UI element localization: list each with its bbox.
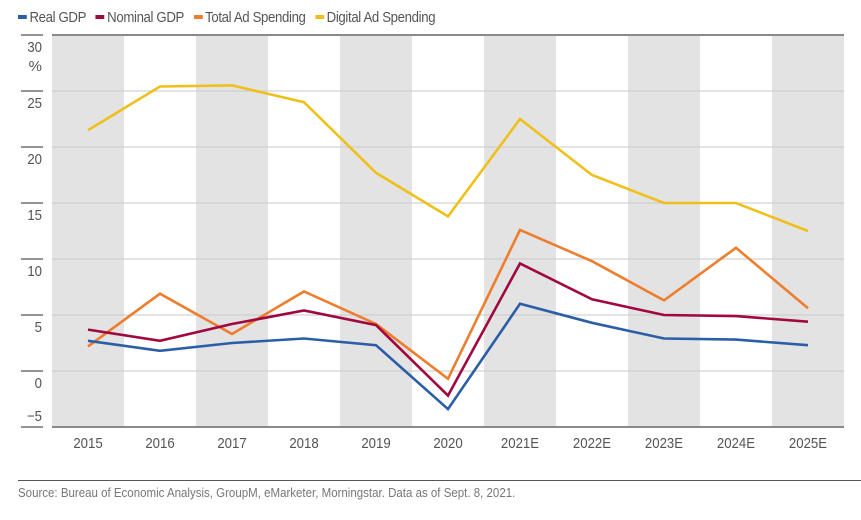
legend-swatch-digital-ad-spending [315,15,325,19]
x-tick-label: 2017 [217,434,246,451]
x-tick-label: 2021E [501,434,539,451]
series-line-real-gdp [87,302,809,412]
legend-item-nominal-gdp: Nominal GDP [95,8,184,26]
legend-label-real-gdp: Real GDP [29,8,87,26]
y-tick-label: 15 [27,206,42,223]
x-axis: 2015 2016 2017 2018 2019 2020 2021E 2022E 2023E 2… [52,426,844,451]
band-2015 [52,35,124,427]
x-tick-label: 2022E [573,434,611,451]
legend-label-total-ad-spending: Total Ad Spending [205,8,306,26]
legend-label-digital-ad-spending: Digital Ad Spending [326,8,436,26]
legend-item-real-gdp: Real GDP [18,9,86,26]
band-2019 [340,35,412,427]
legend-item-total-ad-spending: Total Ad Spending [193,8,306,26]
x-tick-label: 2019 [361,434,390,451]
y-tick-label: 25 [27,94,42,111]
source-divider [18,480,861,481]
y-tick-label: 30 [27,38,42,55]
legend-label-nominal-gdp: Nominal GDP [107,8,184,26]
x-tick-label: 2023E [645,434,683,451]
chart-legend: Real GDP Nominal GDP Total Ad Spending D… [18,7,436,27]
legend-swatch-real-gdp [18,15,27,19]
column-bands [52,35,844,427]
source-note: Source: Bureau of Economic Analysis, Gro… [18,486,516,500]
series-lines [87,84,809,412]
legend-swatch-total-ad-spending [193,15,203,19]
x-tick-label: 2018 [289,434,318,451]
x-tick-label: 2020 [433,434,462,451]
legend-swatch-nominal-gdp [95,15,105,19]
y-tick-label: 5 [35,318,42,335]
series-line-digital-ad-spending [87,84,809,233]
y-unit-label: % [29,58,42,75]
y-tick-label: 10 [27,262,42,279]
y-tick-label: 0 [35,374,42,391]
band-2023E [628,35,700,427]
y-axis: 30% 25 20 15 10 5 0 −5 [21,34,43,428]
y-tick-label: 20 [27,150,42,167]
x-tick-label: 2015 [73,434,102,451]
legend-item-digital-ad-spending: Digital Ad Spending [315,8,436,26]
band-2017 [196,35,268,427]
x-tick-label: 2024E [717,434,755,451]
x-tick-label: 2025E [789,434,827,451]
series-line-nominal-gdp [87,261,809,398]
x-tick-label: 2016 [145,434,174,451]
y-tick-label: −5 [27,407,42,424]
series-line-total-ad-spending [87,228,809,381]
